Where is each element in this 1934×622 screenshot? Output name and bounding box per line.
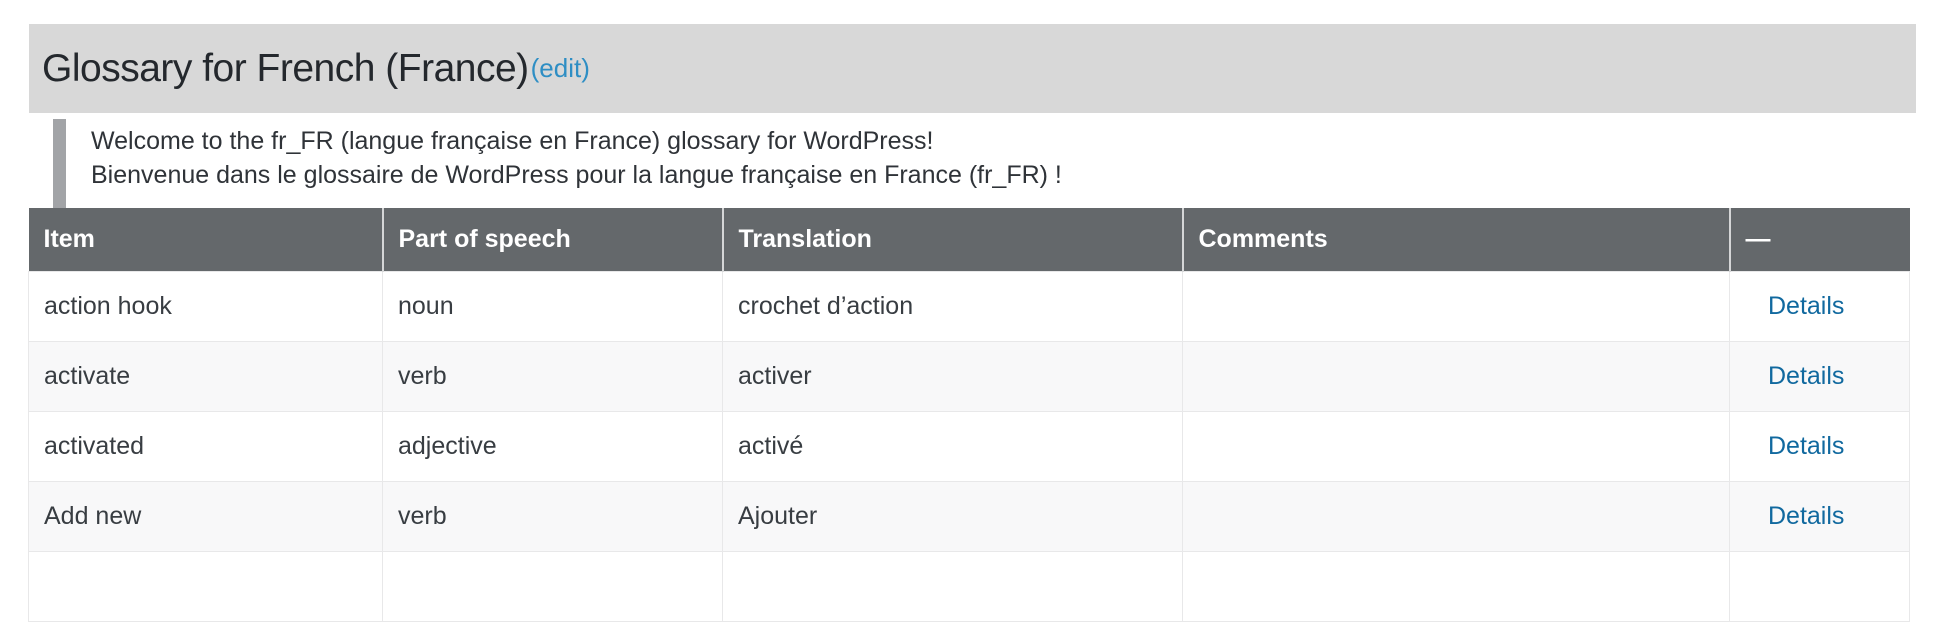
item-cell: activate [28,340,383,412]
translation-cell [722,550,1183,622]
details-link[interactable]: Details [1768,431,1845,460]
comments-cell [1182,270,1730,342]
edit-glossary-link[interactable]: (edit) [530,53,590,83]
actions-cell [1729,550,1910,622]
table-row: Add new verb Ajouter Details [28,480,1910,552]
actions-cell: Details [1729,410,1910,482]
item-cell: action hook [28,270,383,342]
page-title-bar: Glossary for French (France) (edit) [29,24,1916,113]
translation-cell: activé [722,410,1183,482]
column-header-comments: Comments [1181,208,1730,271]
details-link[interactable]: Details [1768,501,1845,530]
translation-cell: activer [722,340,1183,412]
part-of-speech-cell: noun [382,270,723,342]
comments-cell [1182,410,1730,482]
item-cell: Add new [28,480,383,552]
intro-line-english: Welcome to the fr_FR (langue française e… [91,127,934,155]
item-cell: activated [28,410,383,482]
intro-line-french: Bienvenue dans le glossaire de WordPress… [91,161,1062,189]
table-row: activated adjective activé Details [28,410,1910,482]
details-link[interactable]: Details [1768,291,1845,320]
part-of-speech-cell: verb [382,340,723,412]
comments-cell [1182,550,1730,622]
comments-cell [1182,480,1730,552]
actions-cell: Details [1729,270,1910,342]
details-link[interactable]: Details [1768,361,1845,390]
item-cell [28,550,383,622]
table-row: action hook noun crochet d’action Detail… [28,270,1910,342]
actions-cell: Details [1729,480,1910,552]
column-header-part-of-speech: Part of speech [381,208,723,271]
part-of-speech-cell: verb [382,480,723,552]
table-row: activate verb activer Details [28,340,1910,412]
glossary-description: Welcome to the fr_FR (langue française e… [53,119,1934,208]
comments-cell [1182,340,1730,412]
page-title: Glossary for French (France) [42,46,529,90]
table-row-partial [28,550,1910,622]
translation-cell: crochet d’action [722,270,1183,342]
actions-cell: Details [1729,340,1910,412]
translation-cell: Ajouter [722,480,1183,552]
column-header-item: Item [28,208,383,271]
part-of-speech-cell [382,550,723,622]
part-of-speech-cell: adjective [382,410,723,482]
column-header-translation: Translation [721,208,1183,271]
table-header-row: Item Part of speech Translation Comments… [28,208,1910,271]
glossary-table: Item Part of speech Translation Comments… [28,208,1910,622]
column-header-actions: — [1728,208,1910,271]
